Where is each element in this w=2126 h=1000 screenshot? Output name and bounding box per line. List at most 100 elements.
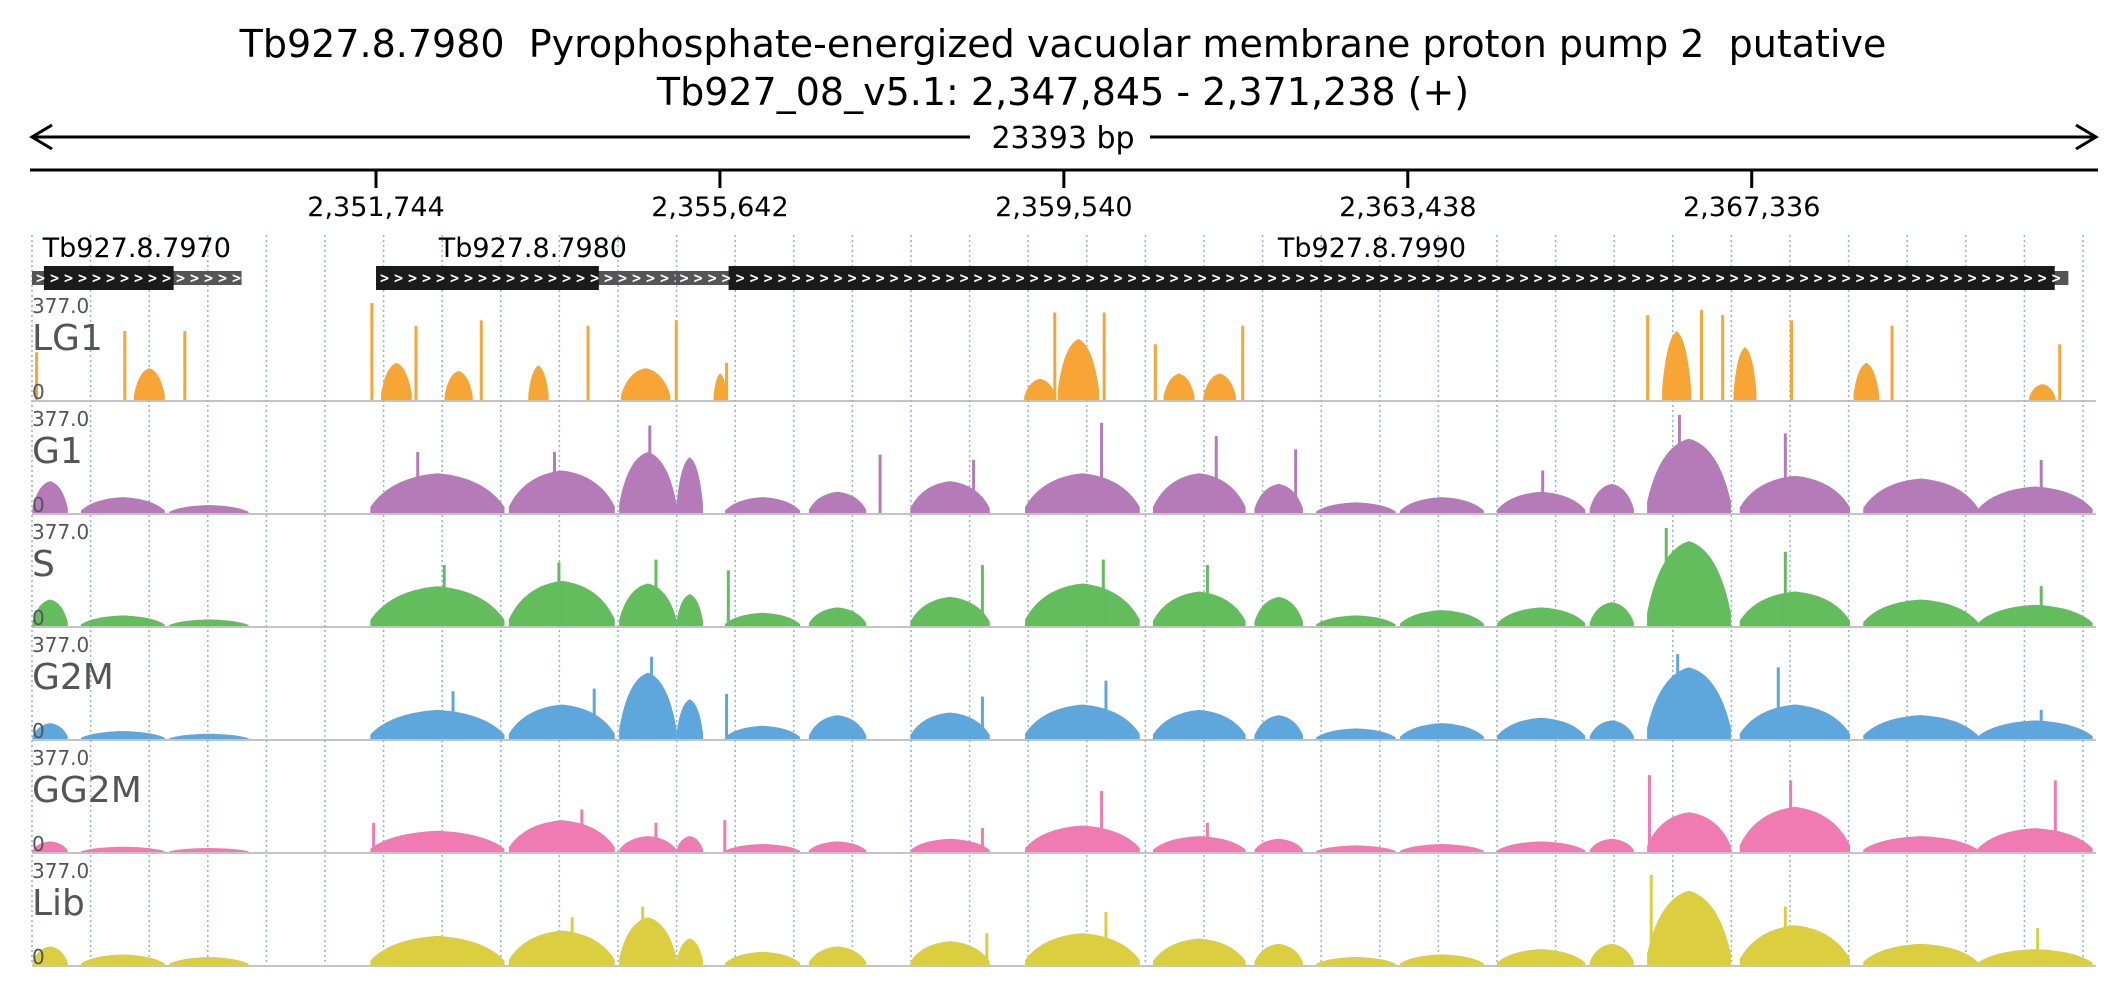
coverage-peak	[1025, 583, 1140, 626]
coverage-peak	[1203, 373, 1236, 400]
coverage-peak	[910, 941, 990, 965]
coverage-peak	[370, 830, 505, 852]
strand-arrow: >	[1520, 269, 1529, 287]
coordinate-ruler: 2,351,744 2,355,642 2,359,540 2,363,438 2,36…	[30, 168, 2098, 223]
coverage-peak	[1977, 604, 2093, 626]
strand-arrow: >	[64, 269, 73, 287]
gene-name: Tb927.8.7980	[438, 233, 627, 264]
strand-arrow: >	[380, 269, 389, 287]
coverage-peak	[1152, 938, 1246, 965]
track-max-label: 377.0	[32, 520, 89, 544]
strand-arrow: >	[1674, 269, 1683, 287]
strand-arrow: >	[1450, 269, 1459, 287]
strand-arrow: >	[2010, 269, 2019, 287]
strand-arrow: >	[974, 269, 983, 287]
strand-arrow: >	[988, 269, 997, 287]
strand-arrow: >	[708, 269, 717, 287]
coverage-peak	[808, 715, 867, 739]
strand-arrow: >	[2038, 269, 2047, 287]
strand-arrow: >	[890, 269, 899, 287]
coverage-peak	[553, 451, 557, 513]
strand-arrow: >	[562, 269, 571, 287]
coverage-peak	[676, 594, 704, 626]
coverage-peak	[1677, 414, 1681, 513]
coverage-peak	[169, 733, 249, 739]
coverage-peak	[32, 946, 68, 965]
coverage-peak	[1721, 315, 1725, 400]
coverage-peak	[2039, 586, 2043, 626]
coverage-peak	[370, 586, 505, 626]
coverage-peak	[1739, 475, 1851, 513]
strand-arrow: >	[1814, 269, 1823, 287]
strand-arrow: >	[1100, 269, 1109, 287]
coverage-peak	[619, 451, 677, 513]
coverage-peak	[1316, 502, 1396, 513]
strand-arrow: >	[1058, 269, 1067, 287]
coverage-peak	[1790, 320, 1794, 400]
strand-arrow: >	[1562, 269, 1571, 287]
coverage-peak	[808, 607, 867, 626]
ruler-tick-label: 2,367,336	[1683, 192, 1820, 223]
coverage-peak	[80, 497, 165, 513]
strand-arrow: >	[820, 269, 829, 287]
coverage-peak	[1025, 473, 1140, 513]
strand-arrow: >	[660, 269, 669, 287]
strand-arrow: >	[576, 269, 585, 287]
coverage-peak	[1589, 943, 1634, 965]
strand-arrow: >	[408, 269, 417, 287]
gene-feature[interactable]: > > > > > > > > > > > > > > > > > > > > > > Tb927.8.7980	[376, 233, 690, 290]
strand-arrow: >	[1590, 269, 1599, 287]
coverage-peak	[1316, 615, 1396, 626]
strand-arrow: >	[1884, 269, 1893, 287]
gene-name: Tb927.8.7990	[1277, 233, 1466, 264]
coverage-peak	[1400, 844, 1484, 852]
coverage-peak	[2036, 927, 2040, 965]
strand-arrow: >	[2024, 269, 2033, 287]
coverage-peak	[676, 699, 704, 739]
strand-arrow: >	[1478, 269, 1487, 287]
strand-arrow: >	[1632, 269, 1641, 287]
ruler-tick-label: 2,355,642	[651, 192, 788, 223]
strand-arrow: >	[120, 269, 129, 287]
coverage-peak	[1152, 836, 1246, 852]
coverage-peak	[1700, 309, 1704, 400]
coverage-peak	[1863, 943, 1978, 965]
coverage-peak	[508, 820, 615, 852]
gene-feature[interactable]: > > > > > > > > > > > > > > > > > > > > > > > > > > > > > > > > > > > > > > > >…	[675, 233, 2069, 290]
strand-arrow: >	[422, 269, 431, 287]
gene-annotation-track: > > > > > > > > > > > > > > > Tb927.8.7970 > > > > > > > > > > > > >…	[32, 233, 2069, 290]
coverage-peak	[620, 368, 671, 400]
coverage-peak	[723, 820, 727, 852]
coverage-peak	[1025, 825, 1140, 852]
coverage-peak	[619, 672, 677, 739]
coverage-peak	[508, 580, 615, 626]
coverage-peak	[80, 731, 165, 739]
coverage-peak	[1664, 527, 1668, 626]
strand-arrow: >	[1534, 269, 1543, 287]
strand-arrow: >	[1240, 269, 1249, 287]
coverage-peak	[1977, 720, 2093, 739]
gene-name: Tb927.8.7970	[42, 233, 231, 264]
coverage-peak	[1977, 828, 2093, 852]
coverage-peak	[370, 709, 505, 739]
coverage-peak	[808, 491, 867, 513]
track-min-label: 0	[32, 945, 45, 969]
strand-arrow: >	[78, 269, 87, 287]
strand-arrow: >	[778, 269, 787, 287]
strand-arrow: >	[1016, 269, 1025, 287]
coverage-peak	[641, 906, 645, 965]
coverage-peak	[1676, 654, 1680, 739]
coverage-peak	[1783, 433, 1787, 513]
coverage-peak	[580, 809, 584, 852]
strand-arrow: >	[176, 269, 185, 287]
coverage-peak	[1890, 325, 1894, 400]
strand-arrow: >	[106, 269, 115, 287]
coverage-peak	[910, 481, 990, 513]
coverage-peak	[674, 320, 678, 400]
coverage-peak	[1977, 486, 2093, 513]
strand-arrow: >	[764, 269, 773, 287]
gene-feature[interactable]: > > > > > > > > > > > > > > >Tb927.8.7970	[32, 233, 242, 290]
strand-arrow: >	[1730, 269, 1739, 287]
coverage-peak	[32, 841, 68, 852]
